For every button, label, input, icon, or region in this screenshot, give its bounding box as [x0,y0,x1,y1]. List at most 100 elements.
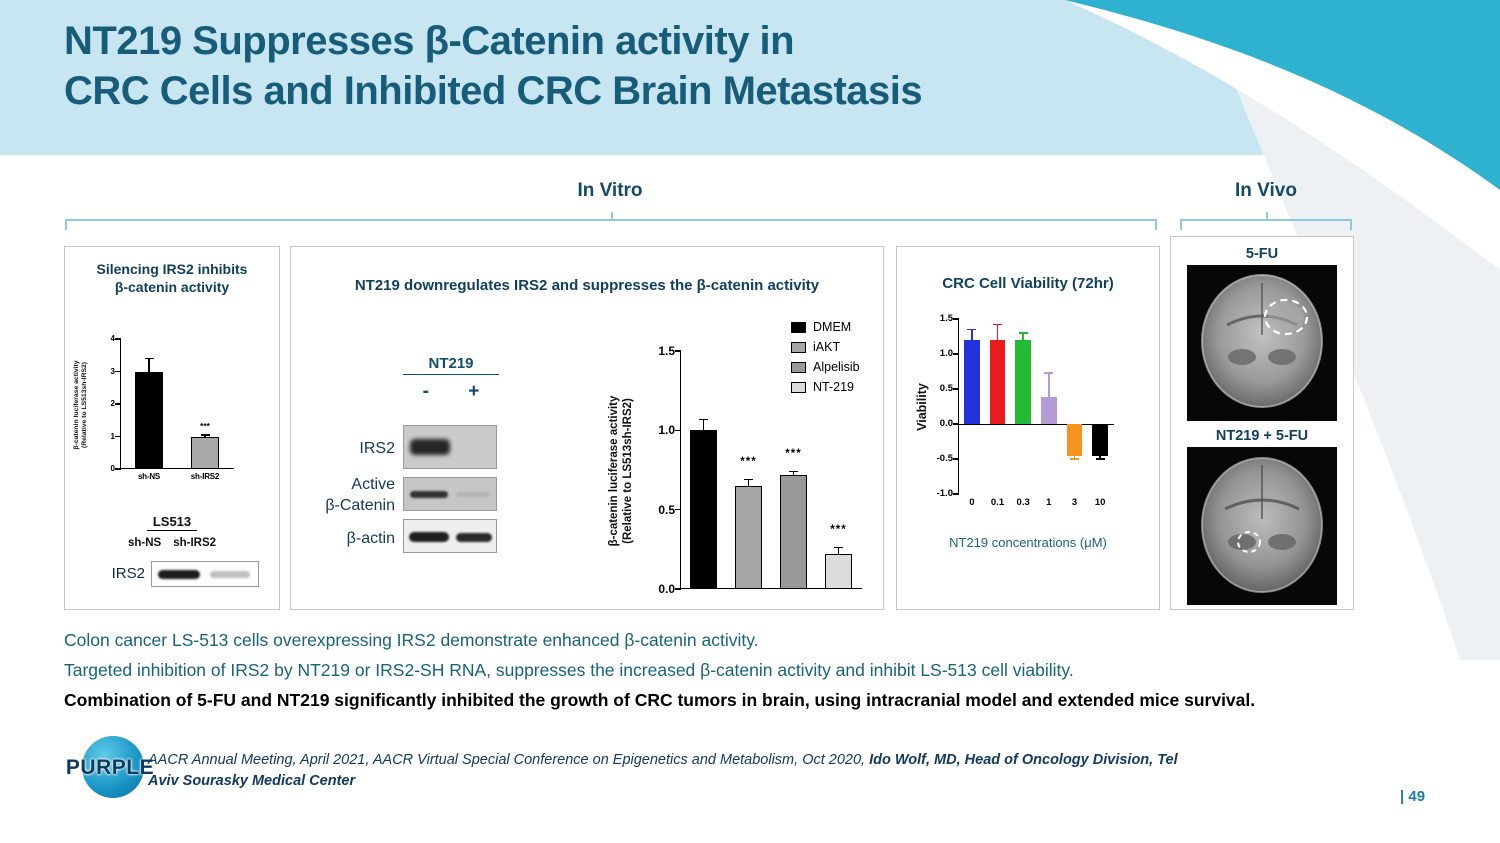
bracket-mid-tick [611,212,613,219]
y-tick-label: 0.5 [939,383,953,394]
y-tick-label: 2 [110,399,115,408]
bar [989,340,1006,424]
bar [1040,397,1057,424]
error-cap [1018,332,1028,334]
error-bar [1048,372,1050,398]
error-cap [834,547,843,549]
citation-bold: Ido Wolf, MD, Head of Oncology Division,… [148,752,1178,790]
brain-structure [1228,534,1256,550]
bar [1092,424,1109,456]
legend-swatch [791,381,806,393]
mri-label-5fu: 5-FU [1245,246,1279,262]
brain-structure [1228,349,1256,365]
y-axis-label-line2: (Relative to LS513sh-IRS2) [622,398,635,544]
bar [689,430,718,589]
x-tick-label: 10 [1094,497,1106,508]
bracket-end-right [1350,219,1352,230]
x-tick-label: 3 [1071,497,1078,508]
blot-lane-labels: sh-NS sh-IRS2 [65,537,279,549]
western-blot-bactin [403,519,497,553]
cell-line-header: LS513 [65,513,279,531]
panel-nt219-title: NT219 downregulates IRS2 and suppresses … [354,277,820,294]
y-axis-label-line1: β-catenin luciferase activity [73,360,80,450]
slide-title-line2: CRC Cells and Inhibited CRC Brain Metast… [64,69,923,113]
error-bar [1022,333,1024,340]
significance-label: *** [830,523,847,536]
y-tick-label: 0.5 [658,502,675,517]
blot-band-dark [158,570,200,579]
bracket-end-right [1155,219,1157,230]
in-vivo-bracket [1180,212,1352,231]
y-tick-mark [953,458,959,460]
mri-image-5fu [1187,265,1337,421]
y-tick-mark [115,435,121,438]
y-tick-label: 3 [110,366,115,376]
y-tick-mark [675,588,681,590]
panel-viability-title: CRC Cell Viability (72hr) [942,275,1114,292]
y-tick-mark [953,493,959,495]
legend-swatch [791,341,806,353]
western-blot-active-bcatenin [403,477,497,511]
error-cap [144,357,154,360]
viability-chart-y-axis-label: Viability [915,383,929,431]
silencing-chart-y-axis-label: β-catenin luciferase activity (Relative … [73,339,90,471]
panel-silencing-irs2: Silencing IRS2 inhibits β-catenin activi… [64,246,280,610]
y-tick-mark [115,403,121,405]
logo-circle [82,736,144,798]
western-blot-irs2 [151,561,259,587]
bar [135,371,163,469]
citation-regular: AACR Annual Meeting, April 2021, AACR Vi… [148,752,870,768]
bar [824,554,853,589]
bar [1015,340,1032,424]
lane-plus-label: + [468,381,480,402]
in-vitro-label: In Vitro [577,180,643,201]
legend-item: iAKT [791,337,860,357]
y-tick-label: 1.5 [939,313,953,324]
y-tick-mark [953,388,959,390]
y-tick-label: 1.0 [939,348,953,359]
y-tick-mark [953,423,959,425]
significance-label: *** [785,447,802,460]
legend-label: NT-219 [813,380,854,394]
error-cap [967,328,977,331]
blot-band-dark [410,439,450,455]
error-bar [204,434,206,437]
blot-band-faint [210,571,250,578]
bracket-line [65,219,1157,221]
x-tick-label: 0.3 [1016,497,1030,508]
western-blot-irs2 [403,425,497,469]
bracket-mid-tick [1266,212,1268,219]
in-vitro-bracket [65,212,1157,231]
y-tick-mark [675,350,681,352]
blot-row-label-active-bcatenin: Active β-Catenin [325,476,395,514]
chart-legend: DMEM iAKT Alpelisib NT-219 [791,317,860,397]
page-number: | 49 [1400,788,1426,805]
y-tick-label: 4 [110,334,115,343]
luciferase-chart-y-axis-label: β-catenin luciferase activity (Relative … [607,351,636,591]
error-cap [699,418,708,420]
silencing-bar-chart: 0 1 2 3 4 sh-NS *** sh-IRS2 [111,334,234,481]
blot-lane-signs: - + [403,381,499,403]
legend-item: Alpelisib [791,357,860,377]
x-tick-label: sh-NS [137,472,161,481]
note-line2: Targeted inhibition of IRS2 by NT219 or … [64,660,1074,680]
y-tick-mark [115,468,121,470]
blot-band-faint [456,492,490,497]
y-axis-label-line1: β-catenin luciferase activity [608,395,620,547]
tumor-region [1268,303,1304,331]
blot-band-dark [456,533,492,542]
in-vivo-label: In Vivo [1235,180,1297,201]
slide-title-line1: NT219 Suppresses β-Catenin activity in [64,19,795,63]
y-axis-line [958,319,960,494]
error-bar [702,419,705,431]
legend-label: iAKT [813,340,841,354]
panel-silencing-title-line1: Silencing IRS2 inhibits [96,261,248,277]
panel-in-vivo-mri: 5-FU NT219 + 5-FU [1170,236,1354,610]
legend-item: NT-219 [791,377,860,397]
y-tick-label: 1 [110,431,115,441]
error-cap [993,323,1002,326]
viability-chart-x-axis-label: NT219 concentrations (μM) [949,535,1107,550]
y-axis-line [680,351,682,589]
error-cap [789,470,798,473]
